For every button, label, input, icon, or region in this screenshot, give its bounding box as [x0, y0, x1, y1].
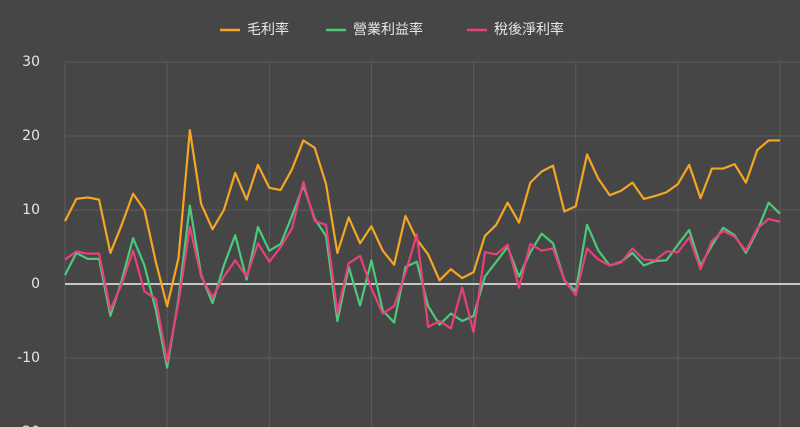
- legend-label: 營業利益率: [353, 21, 423, 38]
- series-line: [64, 180, 781, 363]
- y-tick-label: 30: [22, 54, 40, 70]
- y-tick-label: 10: [22, 202, 40, 218]
- legend-label: 毛利率: [247, 21, 289, 38]
- legend-label: 稅後淨利率: [494, 21, 564, 38]
- y-tick-label: -10: [17, 350, 40, 366]
- y-tick-label: -20: [17, 424, 40, 427]
- series-line: [64, 128, 780, 308]
- y-tick-label: 20: [22, 128, 40, 144]
- y-tick-label: 0: [31, 276, 40, 292]
